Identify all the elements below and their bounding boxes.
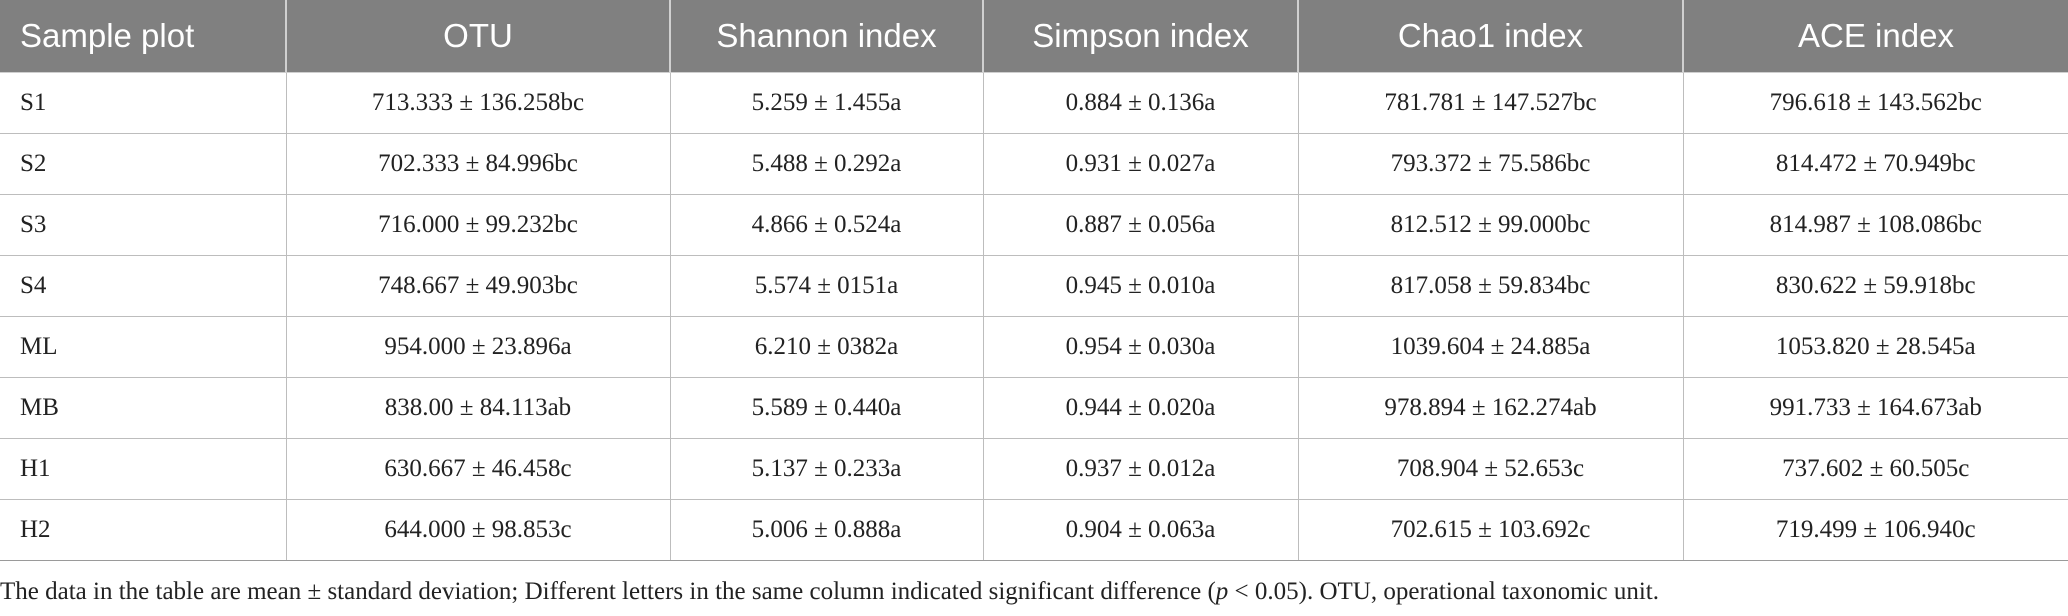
cell-simpson: 0.931 ± 0.027a	[983, 133, 1299, 195]
diversity-table: Sample plot OTU Shannon index Simpson in…	[0, 0, 2068, 561]
header-shannon-index: Shannon index	[670, 0, 984, 73]
cell-sample-plot: S2	[0, 133, 287, 195]
cell-shannon: 5.137 ± 0.233a	[670, 438, 984, 500]
table-header: Sample plot OTU Shannon index Simpson in…	[0, 0, 2068, 73]
cell-ace: 1053.820 ± 28.545a	[1683, 316, 2068, 378]
cell-simpson: 0.904 ± 0.063a	[983, 499, 1299, 561]
table-row: MB 838.00 ± 84.113ab 5.589 ± 0.440a 0.94…	[0, 377, 2068, 439]
cell-otu: 630.667 ± 46.458c	[286, 438, 671, 500]
cell-simpson: 0.954 ± 0.030a	[983, 316, 1299, 378]
cell-chao1: 1039.604 ± 24.885a	[1298, 316, 1684, 378]
cell-chao1: 781.781 ± 147.527bc	[1298, 72, 1684, 134]
cell-sample-plot: S3	[0, 194, 287, 256]
cell-shannon: 6.210 ± 0382a	[670, 316, 984, 378]
cell-shannon: 5.488 ± 0.292a	[670, 133, 984, 195]
cell-sample-plot: S4	[0, 255, 287, 317]
cell-otu: 954.000 ± 23.896a	[286, 316, 671, 378]
cell-shannon: 5.259 ± 1.455a	[670, 72, 984, 134]
footnote-text-before: The data in the table are mean ± standar…	[0, 578, 1216, 605]
cell-otu: 713.333 ± 136.258bc	[286, 72, 671, 134]
cell-simpson: 0.937 ± 0.012a	[983, 438, 1299, 500]
cell-ace: 796.618 ± 143.562bc	[1683, 72, 2068, 134]
cell-shannon: 5.589 ± 0.440a	[670, 377, 984, 439]
header-row: Sample plot OTU Shannon index Simpson in…	[0, 0, 2068, 73]
cell-otu: 838.00 ± 84.113ab	[286, 377, 671, 439]
cell-otu: 644.000 ± 98.853c	[286, 499, 671, 561]
table-row: S4 748.667 ± 49.903bc 5.574 ± 0151a 0.94…	[0, 255, 2068, 317]
table-row: ML 954.000 ± 23.896a 6.210 ± 0382a 0.954…	[0, 316, 2068, 378]
cell-ace: 991.733 ± 164.673ab	[1683, 377, 2068, 439]
cell-shannon: 4.866 ± 0.524a	[670, 194, 984, 256]
cell-chao1: 978.894 ± 162.274ab	[1298, 377, 1684, 439]
header-ace-index: ACE index	[1683, 0, 2068, 73]
cell-ace: 830.622 ± 59.918bc	[1683, 255, 2068, 317]
table-row: S3 716.000 ± 99.232bc 4.866 ± 0.524a 0.8…	[0, 194, 2068, 256]
footnote-text-after: < 0.05). OTU, operational taxonomic unit…	[1228, 578, 1659, 605]
cell-chao1: 793.372 ± 75.586bc	[1298, 133, 1684, 195]
header-simpson-index: Simpson index	[983, 0, 1299, 73]
header-chao1-index: Chao1 index	[1298, 0, 1684, 73]
cell-otu: 716.000 ± 99.232bc	[286, 194, 671, 256]
table-body: S1 713.333 ± 136.258bc 5.259 ± 1.455a 0.…	[0, 72, 2068, 561]
header-otu: OTU	[286, 0, 671, 73]
footnote-p-symbol: p	[1215, 578, 1229, 605]
cell-simpson: 0.944 ± 0.020a	[983, 377, 1299, 439]
data-table-container: Sample plot OTU Shannon index Simpson in…	[0, 0, 2068, 561]
cell-simpson: 0.884 ± 0.136a	[983, 72, 1299, 134]
table-row: H2 644.000 ± 98.853c 5.006 ± 0.888a 0.90…	[0, 499, 2068, 561]
cell-otu: 748.667 ± 49.903bc	[286, 255, 671, 317]
cell-ace: 814.472 ± 70.949bc	[1683, 133, 2068, 195]
cell-chao1: 817.058 ± 59.834bc	[1298, 255, 1684, 317]
cell-sample-plot: MB	[0, 377, 287, 439]
header-sample-plot: Sample plot	[0, 0, 287, 73]
table-row: H1 630.667 ± 46.458c 5.137 ± 0.233a 0.93…	[0, 438, 2068, 500]
cell-otu: 702.333 ± 84.996bc	[286, 133, 671, 195]
table-row: S2 702.333 ± 84.996bc 5.488 ± 0.292a 0.9…	[0, 133, 2068, 195]
cell-ace: 814.987 ± 108.086bc	[1683, 194, 2068, 256]
cell-sample-plot: H2	[0, 499, 287, 561]
cell-simpson: 0.945 ± 0.010a	[983, 255, 1299, 317]
cell-simpson: 0.887 ± 0.056a	[983, 194, 1299, 256]
cell-ace: 719.499 ± 106.940c	[1683, 499, 2068, 561]
cell-sample-plot: ML	[0, 316, 287, 378]
cell-chao1: 702.615 ± 103.692c	[1298, 499, 1684, 561]
cell-chao1: 708.904 ± 52.653c	[1298, 438, 1684, 500]
cell-sample-plot: H1	[0, 438, 287, 500]
cell-ace: 737.602 ± 60.505c	[1683, 438, 2068, 500]
table-footnote: The data in the table are mean ± standar…	[0, 578, 2068, 606]
cell-shannon: 5.574 ± 0151a	[670, 255, 984, 317]
table-row: S1 713.333 ± 136.258bc 5.259 ± 1.455a 0.…	[0, 72, 2068, 134]
cell-sample-plot: S1	[0, 72, 287, 134]
cell-shannon: 5.006 ± 0.888a	[670, 499, 984, 561]
cell-chao1: 812.512 ± 99.000bc	[1298, 194, 1684, 256]
